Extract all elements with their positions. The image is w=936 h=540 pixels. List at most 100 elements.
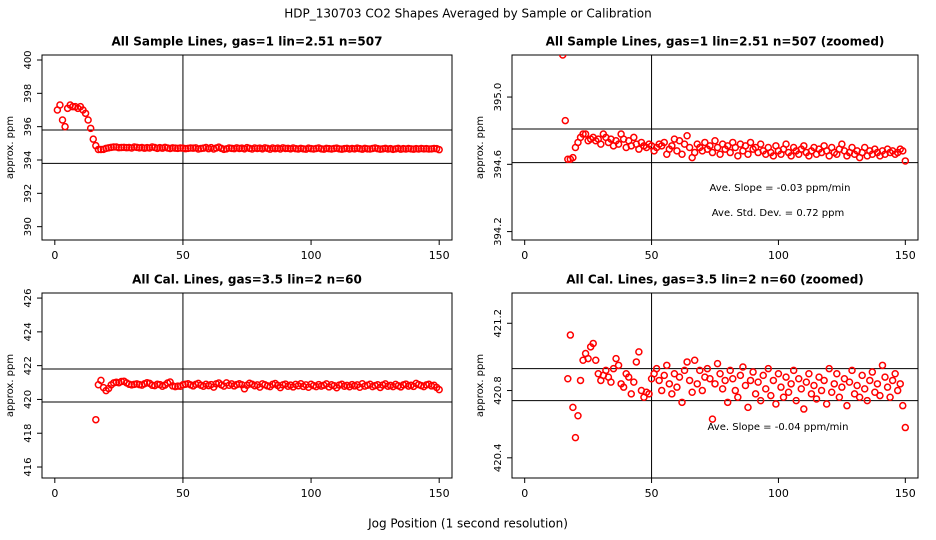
panel: All Cal. Lines, gas=3.5 lin=2 n=60 approx…: [5, 273, 453, 500]
y-tick-label: 390: [23, 217, 34, 236]
panel: All Cal. Lines, gas=3.5 lin=2 n=60 (zoom…: [475, 273, 919, 500]
data-point: [581, 130, 590, 138]
y-axis-label: approx. ppm: [475, 116, 486, 179]
data-point: [866, 376, 874, 385]
y-tick-label: 421.2: [493, 309, 504, 338]
y-tick-label: 394.6: [493, 150, 504, 179]
panel-title: All Cal. Lines, gas=3.5 lin=2 n=60 (zoom…: [566, 273, 864, 287]
y-tick-label: 426: [23, 289, 34, 308]
data-point: [878, 361, 887, 370]
y-tick-label: 422: [23, 356, 34, 375]
data-point: [673, 383, 681, 391]
data-point: [764, 364, 773, 373]
data-point: [838, 383, 846, 391]
data-point: [873, 380, 882, 388]
data-point: [81, 109, 90, 118]
data-point: [97, 376, 105, 385]
data-point: [115, 143, 123, 152]
data-point: [756, 140, 765, 148]
data-point: [805, 369, 813, 378]
y-tick-label: 394: [23, 150, 34, 169]
data-point: [734, 152, 742, 160]
data-point: [721, 376, 729, 385]
data-point: [736, 371, 745, 380]
data-point: [868, 368, 877, 376]
x-tick-label: 150: [429, 487, 450, 500]
data-point: [787, 152, 795, 160]
data-point: [731, 386, 740, 395]
data-point: [110, 143, 118, 151]
data-point: [741, 142, 750, 150]
data-point: [886, 393, 894, 402]
data-point: [756, 396, 765, 405]
data-point: [571, 433, 580, 442]
data-point: [853, 381, 861, 390]
data-point: [663, 361, 671, 370]
plot-frame: [41, 292, 453, 479]
data-point: [690, 148, 699, 157]
data-point: [678, 398, 686, 407]
data-point: [734, 393, 742, 402]
data-point: [624, 373, 633, 381]
data-point: [726, 148, 734, 157]
x-axis-label: Jog Position (1 second resolution): [367, 517, 568, 531]
x-tick-label: 50: [176, 487, 190, 500]
panel-title: All Sample Lines, gas=1 lin=2.51 n=507: [112, 35, 383, 49]
data-point: [797, 385, 806, 393]
data-point: [860, 385, 869, 393]
data-point: [711, 380, 719, 388]
data-point: [655, 376, 663, 385]
data-point: [772, 400, 780, 408]
data-point: [607, 378, 615, 386]
data-point: [858, 371, 866, 380]
x-tick-label: 50: [645, 487, 659, 500]
data-point: [632, 358, 641, 366]
data-point: [850, 390, 859, 398]
x-tick-label: 0: [521, 249, 528, 262]
data-point: [744, 403, 752, 412]
data-point: [827, 388, 836, 396]
data-point: [435, 385, 443, 394]
data-point: [838, 140, 846, 148]
panel-title: All Sample Lines, gas=1 lin=2.51 n=507 (…: [546, 35, 885, 49]
x-tick-label: 0: [521, 487, 528, 500]
data-point: [94, 145, 103, 154]
y-tick-label: 420.8: [493, 376, 504, 405]
x-tick-label: 0: [51, 487, 58, 500]
data-point: [893, 386, 902, 395]
data-point: [660, 138, 668, 147]
data-point: [845, 378, 854, 386]
data-point: [708, 148, 717, 157]
data-point: [561, 116, 570, 125]
data-point: [718, 385, 727, 393]
data-point: [739, 363, 747, 371]
data-point: [901, 423, 910, 432]
data-point: [591, 356, 600, 365]
data-point: [566, 331, 575, 339]
data-point: [117, 143, 126, 152]
data-point: [584, 354, 592, 363]
data-point: [675, 373, 684, 381]
data-point: [685, 143, 694, 152]
x-tick-label: 100: [301, 487, 322, 500]
y-tick-label: 394.2: [493, 217, 504, 246]
data-point: [825, 364, 833, 373]
data-point: [706, 142, 714, 150]
annotation: Ave. Slope = -0.03 ppm/min: [710, 183, 851, 194]
data-point: [759, 371, 767, 380]
data-point: [723, 398, 732, 407]
data-point: [612, 354, 620, 363]
data-point: [708, 415, 717, 423]
y-axis-label: approx. ppm: [5, 116, 16, 179]
data-point: [675, 137, 684, 145]
plot-frame: [511, 292, 919, 479]
panel-title: All Cal. Lines, gas=3.5 lin=2 n=60: [132, 273, 362, 287]
data-point: [680, 140, 689, 148]
data-point: [871, 388, 879, 396]
data-point: [810, 381, 818, 390]
data-point: [597, 140, 605, 148]
data-point: [61, 122, 69, 131]
data-point: [800, 405, 808, 413]
y-tick-label: 392: [23, 184, 34, 203]
data-point: [89, 135, 97, 143]
